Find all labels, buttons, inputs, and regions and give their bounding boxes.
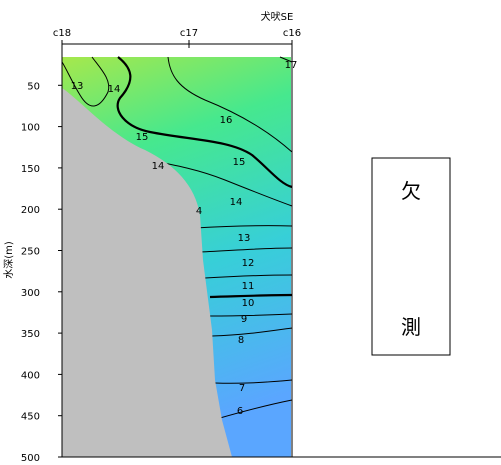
- contour-14: [147, 159, 293, 207]
- contour-label: 17: [285, 60, 298, 71]
- y-tick-label: 450: [21, 412, 40, 423]
- y-tick-label: 200: [21, 205, 40, 216]
- station-label-c18: c18: [53, 28, 71, 39]
- contour-label: 7: [239, 383, 245, 394]
- y-tick-label: 50: [27, 81, 40, 92]
- contour-label: 14: [230, 197, 243, 208]
- station-label-c16: c16: [283, 28, 301, 39]
- contour-15: [116, 56, 293, 189]
- contour-lines: [61, 56, 293, 419]
- contour-12: [199, 247, 293, 253]
- contour-17: [279, 56, 293, 63]
- contour-9: [209, 313, 293, 317]
- missing-note-line1: 欠: [401, 179, 421, 203]
- contour-label: 13: [238, 233, 251, 244]
- contour-7: [214, 379, 293, 384]
- y-tick-label: 100: [21, 123, 40, 134]
- contour-14-upper: [61, 56, 110, 107]
- contour-16: [167, 56, 293, 153]
- contour-label: 12: [242, 258, 255, 269]
- station-ticks: c18 c17 c16: [53, 28, 301, 48]
- contour-label: 10: [242, 298, 255, 309]
- y-tick-label: 300: [21, 288, 40, 299]
- y-tick-label: 150: [21, 164, 40, 175]
- contour-6: [219, 399, 293, 419]
- contour-label: 13: [71, 81, 84, 92]
- contour-label: 9: [241, 314, 247, 325]
- station-label-c17: c17: [180, 28, 198, 39]
- missing-data-box: [371, 157, 451, 356]
- contour-label: 15: [136, 132, 149, 143]
- y-tick-label: 250: [21, 247, 40, 258]
- contour-label: 6: [237, 406, 243, 417]
- contour-label: 11: [242, 281, 255, 292]
- contour-label: 14: [152, 161, 165, 172]
- y-tick-label: 400: [21, 370, 40, 381]
- contour-13: [194, 225, 293, 229]
- contour-10: [209, 293, 293, 299]
- contour-11: [204, 274, 293, 279]
- y-tick-label: 500: [21, 453, 40, 464]
- contour-label-layer: 13 14 15 16 17 14 15 14 4 13 12 11 10 9 8 7 6: [71, 60, 298, 417]
- contour-label: 16: [220, 115, 233, 126]
- missing-note-line2: 測: [401, 315, 421, 339]
- contour-label: 4: [196, 206, 202, 217]
- y-tick-label: 350: [21, 329, 40, 340]
- seafloor: [62, 88, 232, 457]
- contour-label: 8: [238, 335, 244, 346]
- y-axis-ticks: 50 100 150 200 250 300 350 400 450 500: [21, 81, 62, 464]
- section-title: 犬吠SE: [261, 10, 294, 23]
- contour-8: [211, 327, 293, 337]
- contour-label: 14: [108, 84, 121, 95]
- y-axis-label: 水深(m): [3, 241, 15, 279]
- contour-label: 15: [233, 157, 246, 168]
